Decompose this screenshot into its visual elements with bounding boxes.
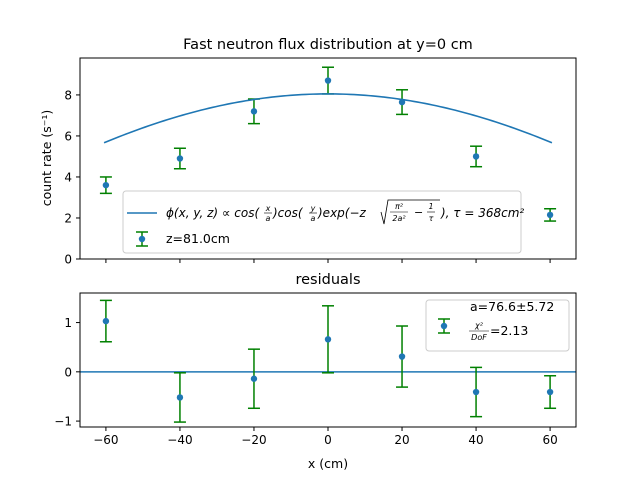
residual-marker bbox=[250, 375, 258, 382]
residuals-chart-title: residuals bbox=[295, 272, 360, 288]
y-tick-label: 0 bbox=[64, 365, 72, 379]
flux-marker bbox=[472, 153, 480, 160]
residual-data-point bbox=[322, 305, 334, 374]
residual-data-point bbox=[544, 375, 557, 410]
residual-data-point bbox=[173, 372, 186, 423]
flux-y-axis-label: count rate (s⁻¹) bbox=[39, 110, 54, 206]
x-tick-label: −40 bbox=[167, 433, 192, 447]
x-tick-label: 0 bbox=[324, 433, 332, 447]
y-tick-label: 8 bbox=[64, 88, 72, 102]
x-axis-label: x (cm) bbox=[308, 456, 348, 471]
residuals-axes: −60 −40 −20 0 20 40 60 −1 0 1 bbox=[54, 316, 557, 447]
formula-sqrt-minus: − bbox=[414, 206, 423, 219]
residual-data-point bbox=[247, 348, 260, 410]
flux-panel: Fast neutron flux distribution at y=0 cm… bbox=[39, 37, 577, 267]
flux-legend: ϕ(x, y, z) ∝ cos( x a )cos( y a )exp(−z … bbox=[122, 190, 524, 254]
chi-square-denominator: DoF bbox=[471, 333, 487, 342]
formula-frac2-num: y bbox=[310, 204, 316, 213]
residual-marker bbox=[102, 317, 110, 325]
residual-marks bbox=[80, 299, 576, 423]
formula-frac2-den: a bbox=[311, 214, 316, 223]
residual-data-point bbox=[470, 366, 483, 418]
flux-marker bbox=[250, 108, 258, 115]
flux-marks bbox=[99, 66, 557, 222]
fit-curve bbox=[103, 93, 553, 144]
y-tick-label: 4 bbox=[64, 170, 72, 184]
flux-legend-box bbox=[122, 190, 522, 254]
residuals-panel: residuals −60 −40 −20 0 20 40 60 −1 0 1 x (cm) a=… bbox=[54, 272, 577, 471]
formula-suffix: ), τ = 368cm² bbox=[440, 206, 524, 220]
formula-sqrt-b-num: 1 bbox=[428, 202, 433, 211]
y-tick-label: 0 bbox=[64, 253, 72, 267]
flux-data-point bbox=[544, 208, 557, 222]
residual-data-point bbox=[99, 299, 112, 343]
formula-prefix: ϕ(x, y, z) ∝ cos( bbox=[166, 206, 261, 220]
formula-mid1: )cos( bbox=[272, 206, 304, 220]
flux-marker bbox=[324, 77, 332, 84]
y-tick-label: 2 bbox=[64, 211, 72, 225]
flux-data-point bbox=[99, 176, 112, 195]
y-axis-label-main: count rate (s⁻¹) bbox=[39, 110, 54, 206]
residual-marker bbox=[546, 388, 554, 396]
x-tick-label: 40 bbox=[468, 433, 483, 447]
x-tick-label: −60 bbox=[93, 433, 118, 447]
formula-sqrt-a-den: 2a² bbox=[392, 214, 406, 223]
residual-marker bbox=[398, 353, 406, 360]
fit-parameter-a: a=76.6±5.72 bbox=[470, 299, 554, 314]
residual-marker bbox=[324, 336, 332, 343]
residuals-legend-swatch-marker bbox=[440, 322, 448, 330]
flux-legend-swatch-marker bbox=[138, 235, 146, 243]
flux-data-point bbox=[173, 147, 186, 170]
y-tick-label: 6 bbox=[64, 129, 72, 143]
y-tick-label: 1 bbox=[64, 316, 72, 330]
chi-square-numerator: χ² bbox=[474, 321, 484, 330]
x-tick-label: 20 bbox=[394, 433, 409, 447]
residuals-legend-box bbox=[425, 299, 570, 352]
formula-sqrt-b-den: τ bbox=[429, 214, 434, 223]
flux-marker bbox=[102, 181, 110, 189]
formula-sqrt-sign bbox=[380, 199, 440, 225]
flux-data-point bbox=[470, 145, 483, 168]
formula-frac1-den: a bbox=[266, 214, 271, 223]
formula-frac1-num: x bbox=[265, 204, 271, 213]
x-tick-label: −20 bbox=[241, 433, 266, 447]
flux-chart-title: Fast neutron flux distribution at y=0 cm bbox=[183, 37, 473, 53]
residuals-legend-swatch bbox=[438, 318, 450, 334]
flux-axes: 0 2 4 6 8 bbox=[64, 88, 551, 267]
errorbar-legend-label: z=81.0cm bbox=[166, 231, 230, 246]
residual-data-point bbox=[396, 325, 409, 388]
residual-marker bbox=[472, 388, 480, 396]
fit-legend-label: ϕ(x, y, z) ∝ cos( x a )cos( y a )exp(−z … bbox=[166, 199, 524, 225]
formula-sqrt-a-num: π² bbox=[395, 202, 404, 211]
errorbar-legend-swatch bbox=[136, 231, 148, 247]
residuals-legend: a=76.6±5.72 χ² DoF =2.13 bbox=[425, 299, 570, 352]
residual-marker bbox=[176, 394, 184, 401]
y-tick-label: −1 bbox=[54, 415, 72, 429]
flux-marker bbox=[546, 211, 554, 219]
chi-square-value: =2.13 bbox=[490, 323, 528, 338]
formula-mid2: )exp(−z bbox=[317, 206, 367, 220]
flux-marker bbox=[176, 155, 184, 162]
x-tick-label: 60 bbox=[542, 433, 557, 447]
